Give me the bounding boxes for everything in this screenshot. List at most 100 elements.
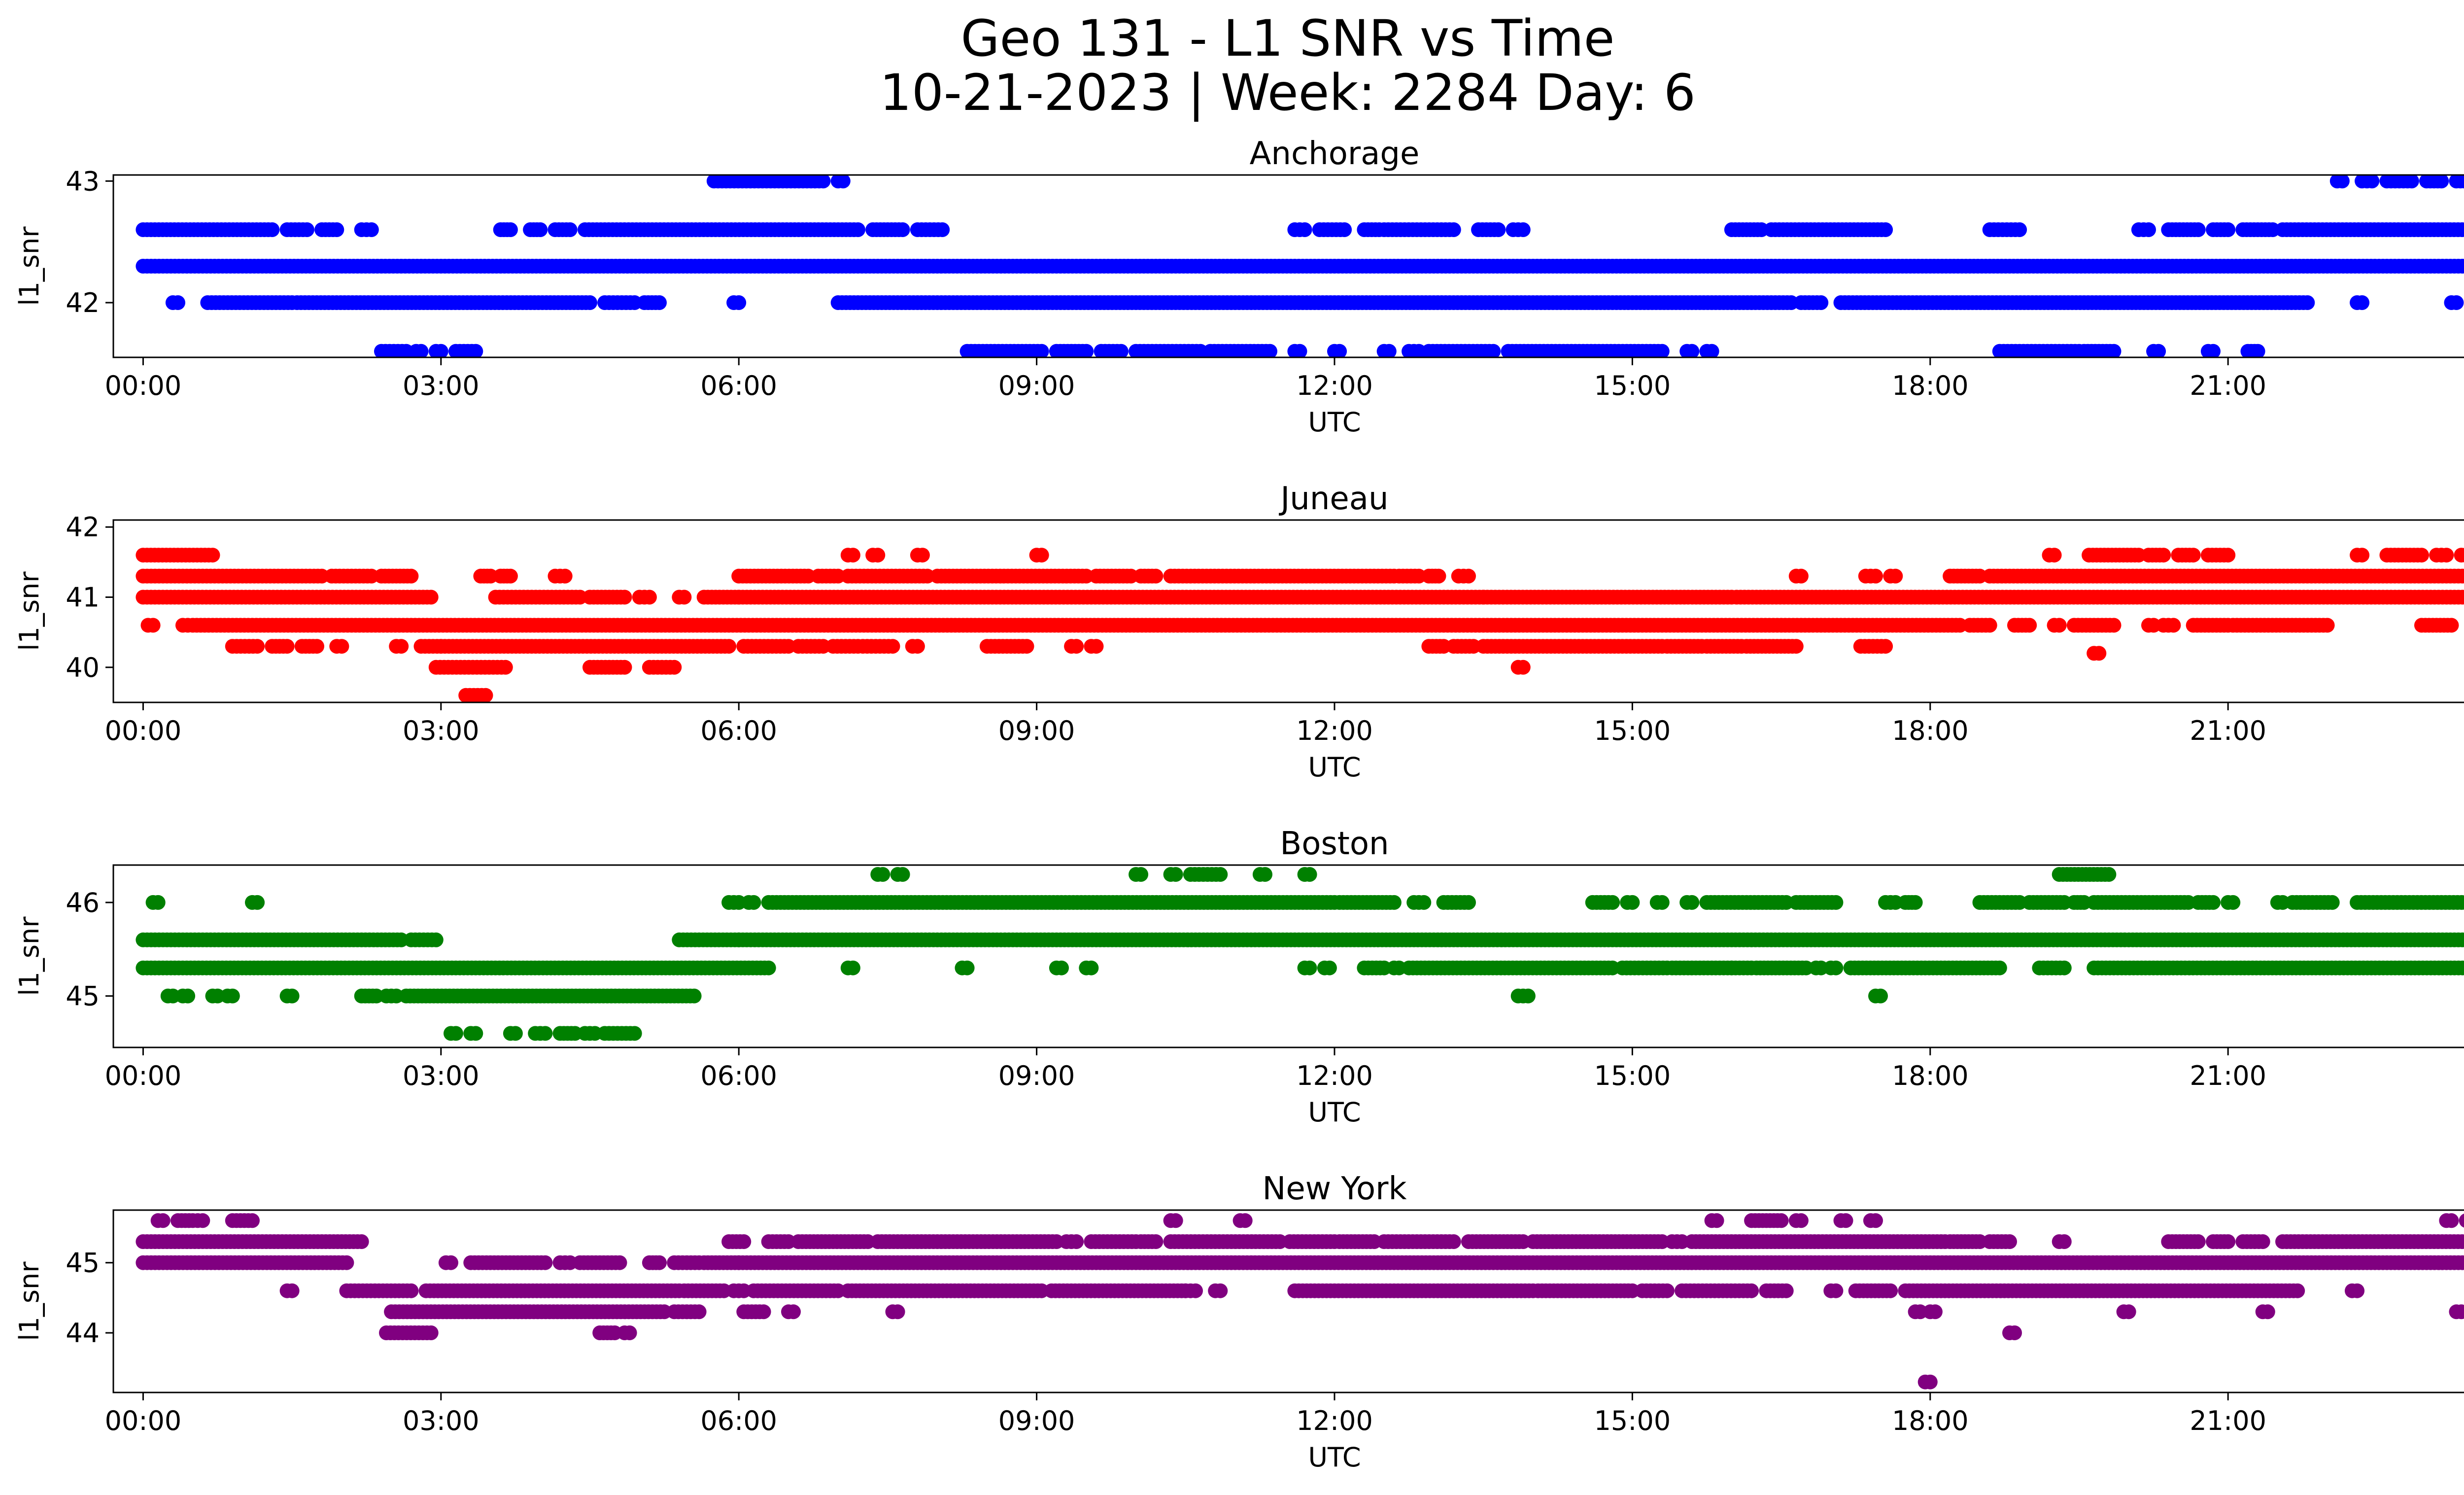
data-point xyxy=(2047,548,2062,563)
data-point xyxy=(2459,569,2464,584)
data-point xyxy=(1625,895,1640,910)
data-points xyxy=(136,175,2464,357)
data-point xyxy=(2206,895,2221,910)
data-point xyxy=(895,867,910,882)
data-point xyxy=(1605,895,1620,910)
data-point xyxy=(2444,618,2459,633)
data-point xyxy=(394,639,409,654)
axes-frame xyxy=(112,519,2464,703)
data-point xyxy=(1079,344,1094,357)
data-point xyxy=(1069,639,1084,654)
data-point xyxy=(2225,895,2241,910)
y-axis-label: l1_snr xyxy=(14,226,45,306)
data-point xyxy=(1054,960,1069,975)
data-point xyxy=(2458,895,2464,910)
x-tick-label: 00:00 xyxy=(105,715,182,746)
data-point xyxy=(478,688,493,702)
x-tick-label: 21:00 xyxy=(2190,715,2266,746)
data-point xyxy=(1337,222,1352,237)
data-point xyxy=(1113,344,1129,357)
x-axis-label: UTC xyxy=(1308,407,1361,438)
y-tick-label: 40 xyxy=(66,652,100,683)
data-point xyxy=(677,590,692,605)
data-point xyxy=(721,639,737,654)
data-point xyxy=(2355,295,2370,310)
data-point xyxy=(433,344,448,357)
data-point xyxy=(1302,867,1317,882)
data-point xyxy=(265,222,280,237)
data-point xyxy=(2320,618,2335,633)
data-point xyxy=(250,895,265,910)
data-point xyxy=(145,618,161,633)
data-point xyxy=(1019,639,1034,654)
data-point xyxy=(334,639,349,654)
data-point xyxy=(2462,550,2464,560)
data-point xyxy=(959,960,975,975)
data-point xyxy=(1213,867,1228,882)
data-point xyxy=(2250,344,2265,357)
data-point xyxy=(1461,568,1476,584)
data-point xyxy=(2012,222,2027,237)
data-point xyxy=(309,639,324,654)
data-point xyxy=(1654,895,1670,910)
data-point xyxy=(875,867,890,882)
data-point xyxy=(2166,618,2181,633)
data-point xyxy=(2364,175,2380,189)
data-point xyxy=(404,568,419,584)
figure-title: Geo 131 - L1 SNR vs Time xyxy=(960,9,1615,68)
data-point xyxy=(1814,295,1829,310)
data-point xyxy=(423,590,439,605)
data-point xyxy=(1461,895,1476,910)
data-point xyxy=(2463,225,2464,234)
data-point xyxy=(1416,895,1432,910)
data-point xyxy=(910,639,925,654)
x-tick-label: 06:00 xyxy=(700,370,777,401)
data-point xyxy=(1302,960,1317,975)
data-point xyxy=(845,960,860,975)
data-point xyxy=(2463,936,2464,944)
data-point xyxy=(428,932,444,947)
data-point xyxy=(731,295,747,310)
x-axis-label: UTC xyxy=(1308,752,1361,783)
x-tick-label: 03:00 xyxy=(403,715,479,746)
data-point xyxy=(885,639,900,654)
data-point xyxy=(503,568,518,584)
data-point xyxy=(2459,961,2464,975)
data-point xyxy=(895,222,910,237)
data-point xyxy=(2459,222,2464,237)
data-point xyxy=(2190,222,2206,237)
data-point xyxy=(413,344,429,357)
data-point xyxy=(582,295,597,310)
data-point xyxy=(1292,344,1307,357)
data-point xyxy=(1386,895,1402,910)
data-point xyxy=(2141,222,2156,237)
data-point xyxy=(1868,568,1883,584)
data-point xyxy=(2091,646,2107,661)
data-point xyxy=(171,295,185,310)
data-point xyxy=(225,988,240,1004)
data-point xyxy=(816,175,831,189)
data-point xyxy=(150,895,166,910)
data-point xyxy=(1297,222,1312,237)
data-point xyxy=(1888,568,1903,584)
x-tick-label: 12:00 xyxy=(1296,715,1373,746)
data-point xyxy=(2463,572,2464,580)
subplot-title: Juneau xyxy=(1278,481,1388,517)
data-point xyxy=(2206,344,2221,357)
y-axis-label: l1_snr xyxy=(14,571,45,651)
x-tick-label: 03:00 xyxy=(403,370,479,401)
data-point xyxy=(503,222,518,237)
data-point xyxy=(2221,548,2236,563)
data-point xyxy=(1878,222,1893,237)
x-tick-label: 09:00 xyxy=(998,370,1075,401)
y-tick-label: 42 xyxy=(66,287,100,318)
data-point xyxy=(562,222,578,237)
data-point xyxy=(2439,548,2454,563)
data-point xyxy=(1684,895,1700,910)
data-point xyxy=(284,988,300,1004)
data-point xyxy=(468,344,483,357)
data-point xyxy=(1034,548,1049,563)
data-point xyxy=(2459,590,2464,604)
